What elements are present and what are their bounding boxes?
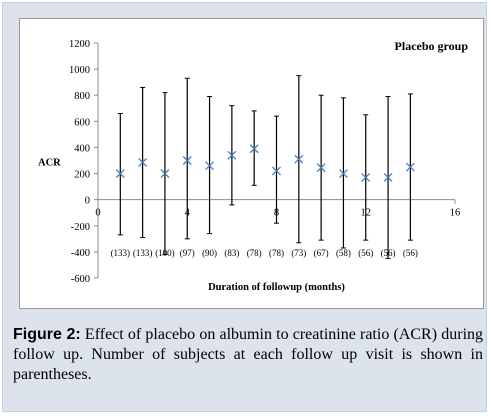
subject-count-label: (73) xyxy=(291,248,306,258)
y-tick-label: 800 xyxy=(74,91,90,102)
subject-count-label: (56) xyxy=(358,248,373,258)
data-point-marker xyxy=(205,161,215,171)
y-tick-label: -400 xyxy=(71,248,90,259)
caption-label: Figure 2: xyxy=(13,326,81,343)
figure-caption: Figure 2: Effect of placebo on albumin t… xyxy=(13,325,483,385)
subject-count-label: (90) xyxy=(202,248,217,258)
data-point-marker xyxy=(383,173,393,182)
data-point-marker xyxy=(138,157,148,167)
acr-errorbar-chart: -600-400-2000200400600800100012000481216… xyxy=(38,39,469,293)
data-point-marker xyxy=(294,154,304,164)
y-tick-label: 400 xyxy=(74,143,90,154)
subject-count-label: (78) xyxy=(269,248,284,258)
y-tick-label: 1200 xyxy=(69,39,90,50)
data-point-marker xyxy=(272,166,281,176)
subject-count-label: (78) xyxy=(247,248,262,258)
y-tick-label: 1000 xyxy=(69,65,90,76)
y-tick-label: 200 xyxy=(74,170,90,181)
x-tick-label: 16 xyxy=(450,208,461,219)
y-tick-label: 600 xyxy=(74,117,90,128)
data-point-marker xyxy=(115,169,125,179)
data-point-marker xyxy=(249,144,259,154)
subject-count-label: (56) xyxy=(403,248,418,258)
caption-text: Effect of placebo on albumin to creatini… xyxy=(13,326,484,383)
data-point-marker xyxy=(182,156,192,165)
data-point-marker xyxy=(361,173,371,182)
subject-count-label: (100) xyxy=(155,248,175,258)
y-axis-title: ACR xyxy=(38,158,61,169)
y-tick-label: -600 xyxy=(71,274,90,285)
y-tick-label: 0 xyxy=(85,196,90,207)
x-tick-label: 0 xyxy=(95,208,100,219)
legend-title: Placebo group xyxy=(395,39,469,53)
subject-count-label: (133) xyxy=(111,248,131,258)
subject-count-label: (67) xyxy=(314,248,329,258)
subject-count-label: (56) xyxy=(381,248,396,258)
data-point-marker xyxy=(405,162,415,172)
y-tick-label: -200 xyxy=(71,222,90,233)
chart-area: -600-400-2000200400600800100012000481216… xyxy=(19,18,484,309)
subject-count-label: (133) xyxy=(133,248,153,258)
data-point-marker xyxy=(316,163,326,173)
figure-panel: -600-400-2000200400600800100012000481216… xyxy=(2,2,487,412)
data-point-marker xyxy=(160,169,170,179)
data-point-marker xyxy=(338,169,348,179)
data-point-marker xyxy=(227,150,237,160)
subject-count-label: (97) xyxy=(180,248,195,258)
subject-count-label: (83) xyxy=(224,248,239,258)
subject-count-label: (58) xyxy=(336,248,351,258)
x-axis-title: Duration of followup (months) xyxy=(208,282,345,293)
